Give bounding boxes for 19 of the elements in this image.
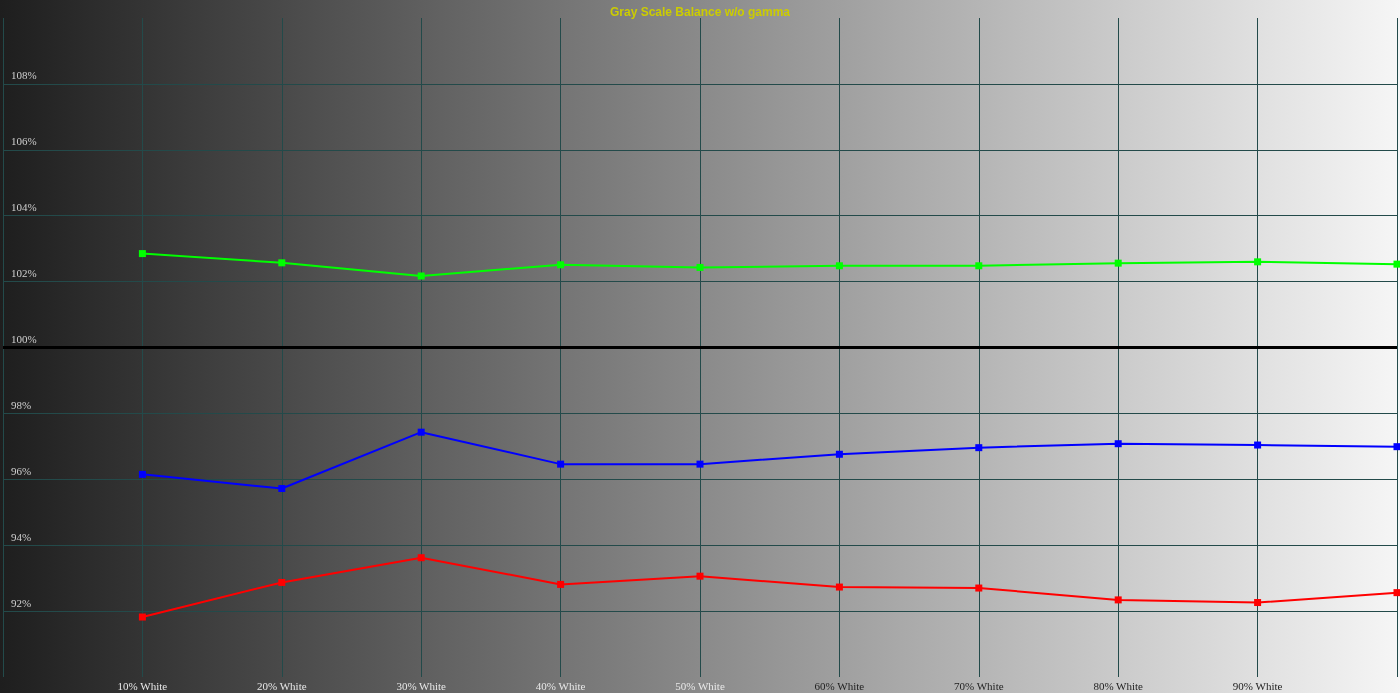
x-tick-label: 60% White — [814, 679, 865, 692]
y-tick-label: 106% — [11, 135, 37, 148]
y-tick-label: 98% — [11, 398, 32, 411]
x-tick-label: 70% White — [954, 679, 1004, 692]
y-tick-label: 96% — [11, 464, 32, 477]
y-tick-label: 100% — [11, 333, 37, 345]
x-tick-label: 30% White — [396, 679, 447, 692]
y-tick-label: 94% — [11, 530, 32, 543]
x-tick-label: 10% White — [117, 679, 168, 692]
y-tick-label: 92% — [11, 596, 32, 609]
y-tick-label: 104% — [11, 201, 37, 214]
x-tick-label: 80% White — [1093, 679, 1144, 692]
x-tick-label: 20% White — [257, 679, 307, 692]
x-tick-label: 40% White — [535, 679, 586, 692]
y-tick-label: 102% — [11, 267, 37, 280]
y-tick-label: 108% — [11, 69, 37, 82]
x-tick-label: 50% White — [675, 679, 725, 692]
x-tick-label: 90% White — [1232, 679, 1283, 692]
chart-title: Gray Scale Balance w/o gamma — [609, 5, 791, 19]
